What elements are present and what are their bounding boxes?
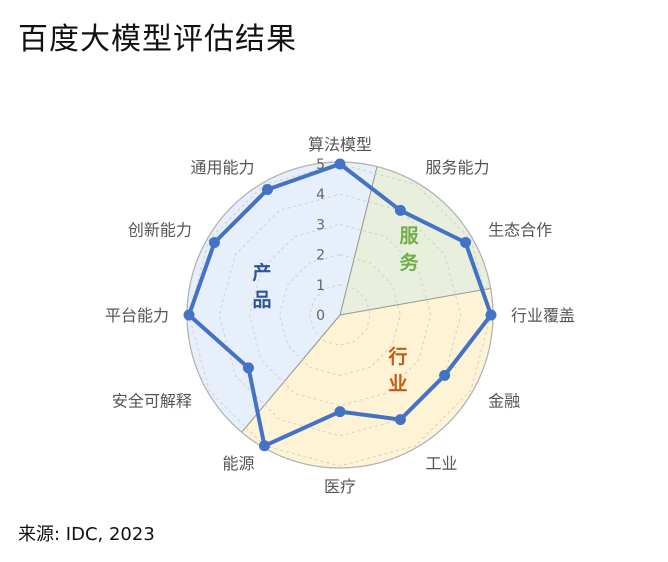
group-label-1-1: 务: [399, 251, 419, 274]
data-point-0: [334, 158, 346, 170]
data-point-1: [394, 204, 406, 216]
data-point-6: [334, 406, 346, 418]
tick-label-4: 4: [316, 187, 325, 203]
tick-label-2: 2: [316, 248, 325, 264]
axis-label-7: 能源: [222, 454, 254, 473]
data-point-11: [262, 183, 274, 195]
grid-ring-4: [218, 193, 462, 437]
data-point-9: [183, 309, 195, 321]
axis-label-2: 生态合作: [488, 221, 552, 240]
axis-label-11: 通用能力: [190, 158, 254, 177]
axis-label-0: 算法模型: [308, 135, 372, 154]
tick-label-0: 0: [316, 308, 325, 324]
axis-label-1: 服务能力: [426, 158, 490, 177]
group-label-2-1: 业: [388, 373, 407, 395]
tick-label-1: 1: [316, 278, 325, 294]
group-label-1-0: 服: [399, 225, 419, 247]
axis-label-8: 安全可解释: [112, 392, 192, 411]
data-point-7: [259, 440, 270, 452]
axis-label-6: 医疗: [324, 477, 356, 496]
grid-ring-3: [248, 223, 432, 407]
axis-label-5: 工业: [426, 454, 458, 473]
group-label-2-0: 行: [387, 345, 407, 368]
data-point-4: [439, 369, 451, 381]
tick-label-3: 3: [316, 217, 325, 233]
axis-label-4: 金融: [488, 392, 520, 411]
axis-label-3: 行业覆盖: [511, 306, 575, 325]
data-point-8: [242, 362, 254, 374]
grid-ring-5: [188, 163, 492, 467]
tick-label-5: 5: [316, 157, 325, 173]
data-point-5: [394, 414, 406, 426]
data-point-3: [485, 309, 497, 321]
grid-ring-1: [309, 284, 371, 346]
page-title: 百度大模型评估结果: [18, 22, 297, 57]
axis-label-10: 创新能力: [128, 221, 192, 240]
group-label-0-1: 品: [252, 289, 271, 311]
source-note: 来源: IDC, 2023: [18, 524, 155, 545]
axis-label-9: 平台能力: [105, 306, 169, 325]
data-point-10: [208, 237, 220, 249]
group-label-0-0: 产: [252, 261, 271, 284]
data-point-2: [460, 237, 472, 249]
grid-ring-2: [279, 254, 401, 376]
